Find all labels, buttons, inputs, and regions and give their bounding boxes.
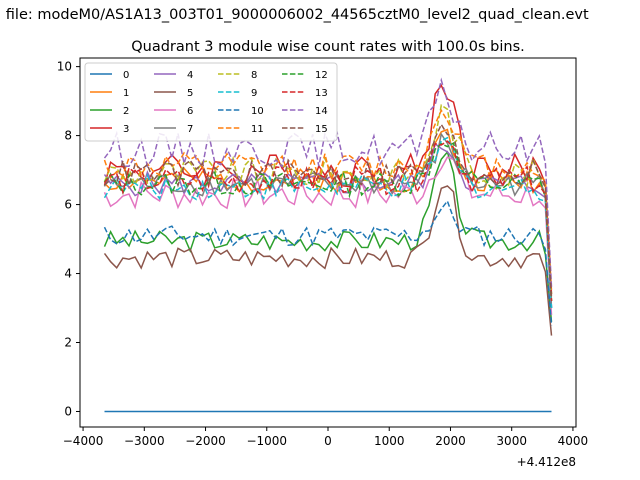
legend-label-12: 12 [315, 70, 328, 81]
chart-title: Quadrant 3 module wise count rates with … [131, 39, 525, 55]
legend-label-0: 0 [123, 70, 129, 81]
series-line-5 [103, 185, 553, 336]
legend-label-7: 7 [187, 124, 193, 135]
legend-label-1: 1 [123, 88, 129, 99]
legend-label-8: 8 [251, 70, 257, 81]
legend-label-10: 10 [251, 106, 264, 117]
x-tick-label: −1000 [246, 434, 287, 448]
x-tick-label: 1000 [374, 434, 405, 448]
figure-suptitle: n file: modeM0/AS1A13_003T01_9000006002_… [0, 7, 589, 23]
legend-label-14: 14 [315, 106, 328, 117]
series-line-9 [103, 136, 553, 309]
y-tick-label: 10 [57, 60, 72, 74]
series-line-7 [103, 132, 553, 309]
axes: −4000 −3000 −2000 −1000 0 1000 2000 3000 4000 0 2 4… [57, 60, 588, 448]
y-tick-label: 2 [64, 336, 72, 350]
x-tick-label: −4000 [63, 434, 104, 448]
legend-label-5: 5 [187, 88, 193, 99]
x-tick-label: 3000 [496, 434, 527, 448]
x-tick-label: 0 [324, 434, 332, 448]
legend-label-15: 15 [315, 124, 328, 135]
series-line-11 [103, 108, 553, 291]
x-tick-label: 2000 [435, 434, 466, 448]
legend-label-11: 11 [251, 124, 264, 135]
y-tick-label: 4 [64, 267, 72, 281]
series-line-3 [103, 83, 553, 295]
legend-label-4: 4 [187, 70, 193, 81]
x-tick-label: 4000 [558, 434, 589, 448]
x-tick-label: −3000 [124, 434, 165, 448]
series-line-15 [104, 122, 553, 298]
series-line-12 [103, 141, 553, 302]
y-tick-label: 6 [64, 198, 72, 212]
series-line-13 [103, 140, 553, 302]
legend-label-9: 9 [251, 88, 257, 99]
series-line-2 [103, 150, 553, 322]
legend-label-3: 3 [123, 124, 129, 135]
x-offset-label: +4.412e8 [517, 455, 576, 469]
legend-box [84, 62, 338, 142]
legend-label-6: 6 [187, 106, 193, 117]
legend-label-13: 13 [315, 88, 328, 99]
series-line-10 [103, 199, 553, 326]
y-tick-label: 8 [64, 129, 72, 143]
legend-label-2: 2 [123, 106, 129, 117]
x-tick-label: −2000 [185, 434, 226, 448]
y-tick-label: 0 [64, 404, 72, 418]
